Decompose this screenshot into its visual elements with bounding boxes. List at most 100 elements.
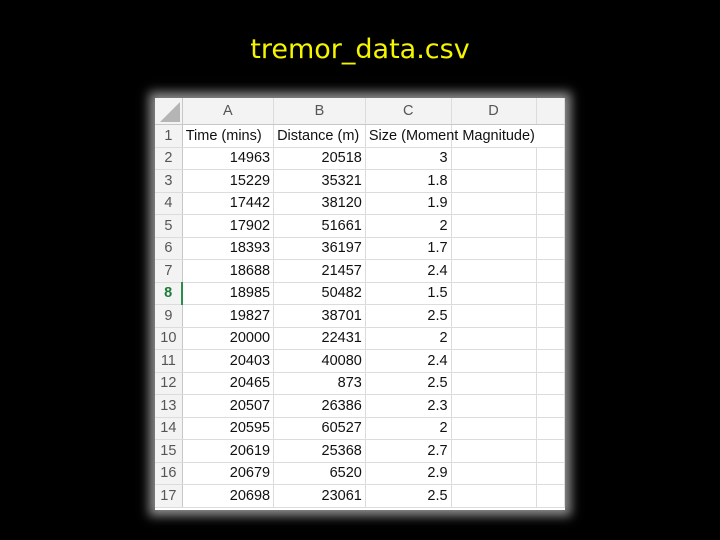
cell-time[interactable]: 20595 <box>182 417 275 440</box>
cell-distance[interactable]: 50482 <box>273 282 366 305</box>
row-header[interactable]: 17 <box>155 484 183 508</box>
spreadsheet[interactable]: A B C D 1 Time (mins) Distance (m) Size … <box>155 98 565 510</box>
cell-size[interactable]: 1.5 <box>365 282 452 305</box>
cell-size[interactable]: 1.8 <box>365 169 452 193</box>
cell-time[interactable]: 18393 <box>182 237 275 260</box>
cell-size[interactable]: 1.9 <box>365 192 452 215</box>
row-header[interactable]: 10 <box>155 327 183 350</box>
cell-size[interactable]: 2 <box>365 327 452 350</box>
cell-empty-e[interactable] <box>536 304 565 328</box>
cell-empty-e[interactable] <box>536 282 565 305</box>
row-header[interactable]: 11 <box>155 349 183 373</box>
row-header[interactable]: 15 <box>155 439 183 463</box>
cell-time[interactable]: 15229 <box>182 169 275 193</box>
cell-empty-e[interactable] <box>536 439 565 463</box>
select-all-corner[interactable] <box>155 98 183 125</box>
cell-distance[interactable]: 60527 <box>273 417 366 440</box>
cell-empty-d[interactable] <box>451 417 537 440</box>
cell-distance[interactable]: 25368 <box>273 439 366 463</box>
cell-distance[interactable]: 873 <box>273 372 366 395</box>
cell-size[interactable]: 2.5 <box>365 484 452 508</box>
cell-time[interactable]: 18985 <box>182 282 275 305</box>
cell-empty-e[interactable] <box>536 237 565 260</box>
row-header[interactable]: 7 <box>155 259 183 283</box>
cell-empty-d[interactable] <box>451 439 537 463</box>
cell-empty-d[interactable] <box>451 484 537 508</box>
cell-distance[interactable]: 51661 <box>273 214 366 238</box>
cell-empty-e[interactable] <box>536 417 565 440</box>
cell-size[interactable]: 2.5 <box>365 372 452 395</box>
cell-time[interactable]: 20403 <box>182 349 275 373</box>
row-header[interactable]: 13 <box>155 394 183 418</box>
cell-empty-e[interactable] <box>536 372 565 395</box>
cell-time[interactable]: 18688 <box>182 259 275 283</box>
column-header-d[interactable]: D <box>451 98 537 125</box>
row-header[interactable]: 4 <box>155 192 183 215</box>
cell-empty-d[interactable] <box>451 304 537 328</box>
cell-d1[interactable] <box>451 124 537 148</box>
row-header[interactable]: 16 <box>155 462 183 485</box>
cell-empty-e[interactable] <box>536 349 565 373</box>
column-header-e[interactable] <box>536 98 565 125</box>
row-header[interactable]: 14 <box>155 417 183 440</box>
cell-size[interactable]: 2.9 <box>365 462 452 485</box>
cell-empty-e[interactable] <box>536 192 565 215</box>
cell-distance[interactable]: 36197 <box>273 237 366 260</box>
cell-size[interactable]: 2.7 <box>365 439 452 463</box>
cell-empty-e[interactable] <box>536 147 565 170</box>
cell-empty-d[interactable] <box>451 259 537 283</box>
cell-size[interactable]: 2.4 <box>365 349 452 373</box>
cell-empty-e[interactable] <box>536 327 565 350</box>
cell-time[interactable]: 20619 <box>182 439 275 463</box>
cell-empty-d[interactable] <box>451 169 537 193</box>
cell-b1[interactable]: Distance (m) <box>273 124 366 148</box>
cell-empty-d[interactable] <box>451 372 537 395</box>
cell-time[interactable]: 20698 <box>182 484 275 508</box>
cell-empty-d[interactable] <box>451 282 537 305</box>
cell-empty-d[interactable] <box>451 147 537 170</box>
column-header-b[interactable]: B <box>273 98 366 125</box>
cell-size[interactable]: 2 <box>365 417 452 440</box>
cell-time[interactable]: 20507 <box>182 394 275 418</box>
cell-time[interactable]: 20679 <box>182 462 275 485</box>
cell-distance[interactable]: 38120 <box>273 192 366 215</box>
row-header[interactable]: 1 <box>155 124 183 148</box>
row-header[interactable]: 8 <box>155 282 184 305</box>
cell-empty-e[interactable] <box>536 259 565 283</box>
cell-empty-e[interactable] <box>536 484 565 508</box>
cell-size[interactable]: 2.4 <box>365 259 452 283</box>
row-header[interactable]: 5 <box>155 214 183 238</box>
cell-time[interactable]: 20465 <box>182 372 275 395</box>
cell-empty-e[interactable] <box>536 394 565 418</box>
row-header[interactable]: 3 <box>155 169 183 193</box>
cell-size[interactable]: 2.3 <box>365 394 452 418</box>
cell-size[interactable]: 2.5 <box>365 304 452 328</box>
cell-size[interactable]: 1.7 <box>365 237 452 260</box>
cell-distance[interactable]: 20518 <box>273 147 366 170</box>
cell-distance[interactable]: 38701 <box>273 304 366 328</box>
cell-empty-d[interactable] <box>451 462 537 485</box>
cell-empty-d[interactable] <box>451 214 537 238</box>
cell-empty-d[interactable] <box>451 349 537 373</box>
row-header[interactable]: 12 <box>155 372 183 395</box>
row-header[interactable]: 6 <box>155 237 183 260</box>
cell-empty-d[interactable] <box>451 327 537 350</box>
cell-e1[interactable] <box>536 124 565 148</box>
cell-distance[interactable]: 23061 <box>273 484 366 508</box>
cell-time[interactable]: 17442 <box>182 192 275 215</box>
column-header-c[interactable]: C <box>365 98 452 125</box>
row-header[interactable]: 2 <box>155 147 183 170</box>
cell-empty-e[interactable] <box>536 214 565 238</box>
cell-time[interactable]: 19827 <box>182 304 275 328</box>
cell-a1[interactable]: Time (mins) <box>182 124 275 148</box>
cell-time[interactable]: 20000 <box>182 327 275 350</box>
cell-empty-d[interactable] <box>451 394 537 418</box>
cell-distance[interactable]: 22431 <box>273 327 366 350</box>
cell-distance[interactable]: 35321 <box>273 169 366 193</box>
cell-empty-e[interactable] <box>536 169 565 193</box>
cell-distance[interactable]: 26386 <box>273 394 366 418</box>
cell-empty-d[interactable] <box>451 192 537 215</box>
cell-empty-d[interactable] <box>451 237 537 260</box>
cell-size[interactable]: 3 <box>365 147 452 170</box>
cell-time[interactable]: 17902 <box>182 214 275 238</box>
